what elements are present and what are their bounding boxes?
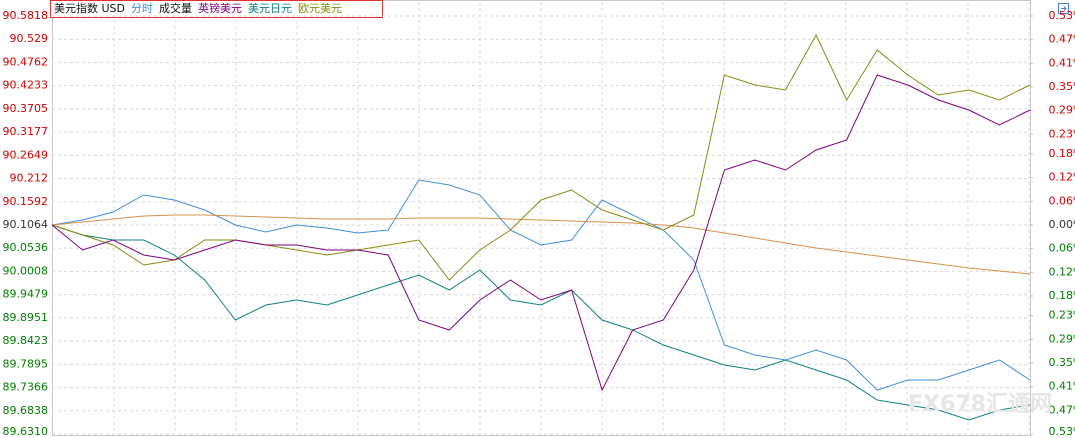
y-tick-label: 89.6310 [3, 425, 49, 438]
y2-tick-label: 0.23% [1049, 127, 1075, 140]
series-line [51, 214, 1031, 275]
y2-tick-label: 0.47% [1049, 403, 1075, 416]
y2-tick-label: 0.29% [1049, 332, 1075, 345]
y-tick-label: 89.7895 [3, 357, 49, 370]
y2-tick-label: 0.47% [1049, 33, 1075, 46]
legend-item: 美元日元 [248, 2, 292, 15]
y-tick-label: 90.5818 [3, 9, 49, 22]
series-line [51, 33, 1031, 281]
y-tick-label: 89.7366 [3, 381, 49, 394]
y2-tick-label: 0.06% [1049, 194, 1075, 207]
y-tick-label: 90.4762 [3, 55, 49, 68]
legend-item: 分时 [131, 2, 153, 15]
y2-tick-label: 0.18% [1049, 289, 1075, 302]
watermark: FX678汇通网 [908, 392, 1052, 417]
y2-tick-label: 0.00% [1049, 218, 1075, 231]
plot-frame [52, 0, 1031, 436]
y2-tick-label: 0.53% [1049, 425, 1075, 438]
y2-tick-label: 0.35% [1049, 80, 1075, 93]
y-tick-label: 89.9479 [3, 288, 49, 301]
y-tick-label: 90.3177 [3, 125, 49, 138]
y-tick-label: 90.1064 [3, 218, 49, 231]
time-grid [113, 2, 1030, 434]
y2-tick-label: 0.23% [1049, 309, 1075, 322]
y2-tick-label: 0.12% [1049, 171, 1075, 184]
series-line [51, 74, 1031, 392]
y2-tick-label: 0.41% [1049, 380, 1075, 393]
legend: 美元指数 USD 分时 成交量 英镑美元 美元日元 欧元美元 [54, 1, 342, 15]
y-tick-label: 90.3705 [3, 102, 49, 115]
y2-tick-label: 0.53% [1049, 9, 1075, 22]
y2-tick-label: 0.41% [1049, 56, 1075, 69]
y2-tick-label: 0.12% [1049, 265, 1075, 278]
legend-item: 成交量 [159, 1, 192, 15]
legend-item: 英镑美元 [198, 1, 242, 15]
y2-tick-label: 0.29% [1049, 104, 1075, 117]
y2-tick-label: 0.18% [1049, 147, 1075, 160]
legend-item: 美元指数 USD [54, 1, 125, 15]
legend-item: 欧元美元 [298, 2, 342, 15]
y-tick-label: 89.8423 [3, 334, 49, 347]
y2-tick-label: 0.06% [1049, 242, 1075, 255]
y-tick-label: 90.212 [10, 172, 49, 185]
expand-arrow [1061, 6, 1067, 11]
y-tick-label: 90.1592 [3, 195, 49, 208]
y2-tick-label: 0.35% [1049, 356, 1075, 369]
y-tick-label: 90.0536 [3, 241, 49, 254]
y-tick-label: 90.0008 [3, 264, 49, 277]
y-tick-label: 89.6838 [3, 404, 49, 417]
y-tick-label: 89.8951 [3, 311, 49, 324]
y-tick-label: 90.2649 [3, 148, 49, 161]
y-tick-label: 90.529 [10, 32, 49, 45]
legend-box [50, 0, 383, 18]
series-line [51, 224, 1031, 421]
y-tick-label: 90.4233 [3, 79, 49, 92]
